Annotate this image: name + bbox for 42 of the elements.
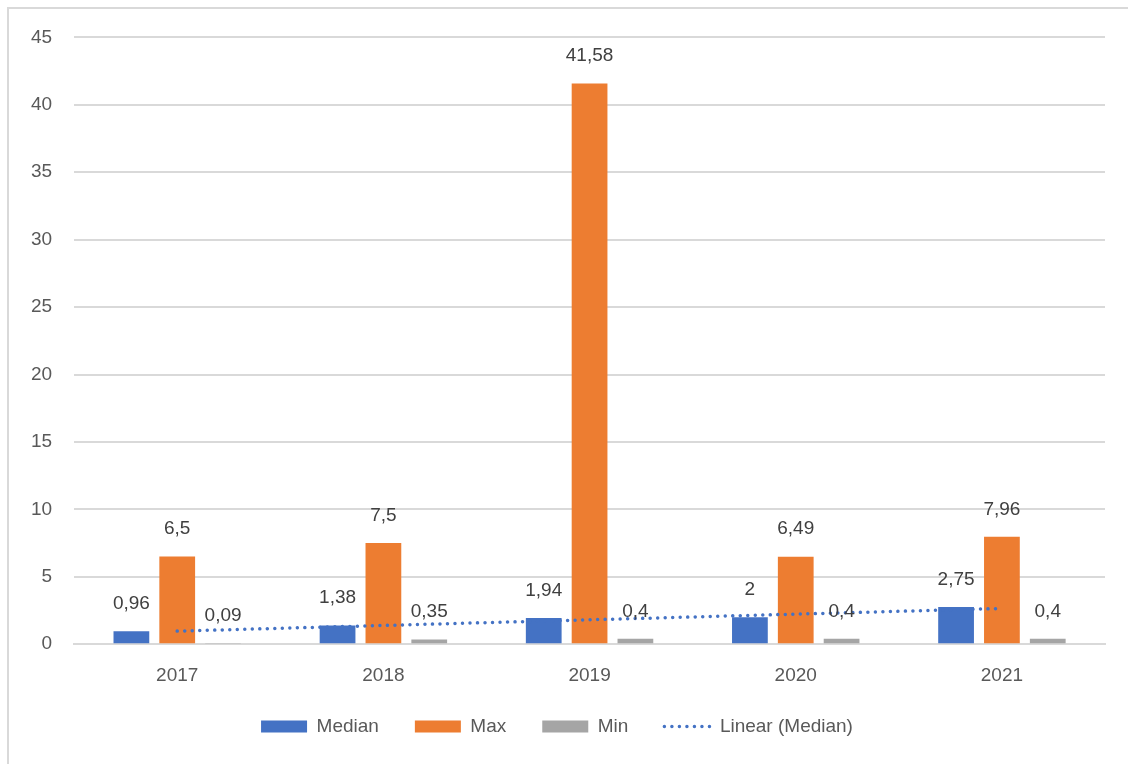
data-label: 1,38 <box>319 586 357 608</box>
bar <box>1029 638 1066 644</box>
y-tick-label: 45 <box>30 25 53 47</box>
bar <box>571 83 608 644</box>
y-tick-label: 5 <box>41 565 53 587</box>
y-tick-label: 10 <box>30 497 53 519</box>
legend-label: Min <box>597 714 629 736</box>
legend-label: Linear (Median) <box>719 714 853 736</box>
data-label: 0,4 <box>622 599 650 621</box>
y-tick-label: 30 <box>30 227 53 249</box>
data-label: 2,75 <box>937 567 975 589</box>
data-label: 7,96 <box>983 497 1021 519</box>
data-label: 6,5 <box>164 517 191 539</box>
x-tick-label: 2020 <box>774 663 817 685</box>
data-label: 0,4 <box>1034 599 1062 621</box>
data-label: 0,09 <box>204 603 242 625</box>
x-tick-label: 2018 <box>362 663 405 685</box>
data-label: 2 <box>744 577 756 599</box>
y-tick-label: 25 <box>30 295 53 317</box>
data-label: 7,5 <box>370 503 397 525</box>
bar <box>984 536 1020 644</box>
data-label: 41,58 <box>565 44 614 66</box>
y-tick-label: 35 <box>30 160 53 182</box>
bar <box>365 543 402 644</box>
x-tick-label: 2017 <box>156 663 199 685</box>
data-label: 0,35 <box>410 600 448 622</box>
data-label: 0,96 <box>112 591 150 613</box>
legend-label: Median <box>316 714 379 736</box>
bar <box>159 556 196 644</box>
bar <box>411 639 448 644</box>
y-tick-label: 15 <box>30 430 53 452</box>
legend-label: Max <box>470 714 507 736</box>
data-label: 6,49 <box>777 517 815 539</box>
y-tick-label: 20 <box>30 362 53 384</box>
data-label: 1,94 <box>525 578 563 600</box>
bar <box>777 556 814 644</box>
y-tick-label: 0 <box>41 632 53 654</box>
bar <box>113 631 150 644</box>
x-tick-label: 2021 <box>980 663 1024 685</box>
y-tick-label: 40 <box>30 93 53 115</box>
x-tick-label: 2019 <box>568 663 611 685</box>
data-label: 0,4 <box>828 599 856 621</box>
